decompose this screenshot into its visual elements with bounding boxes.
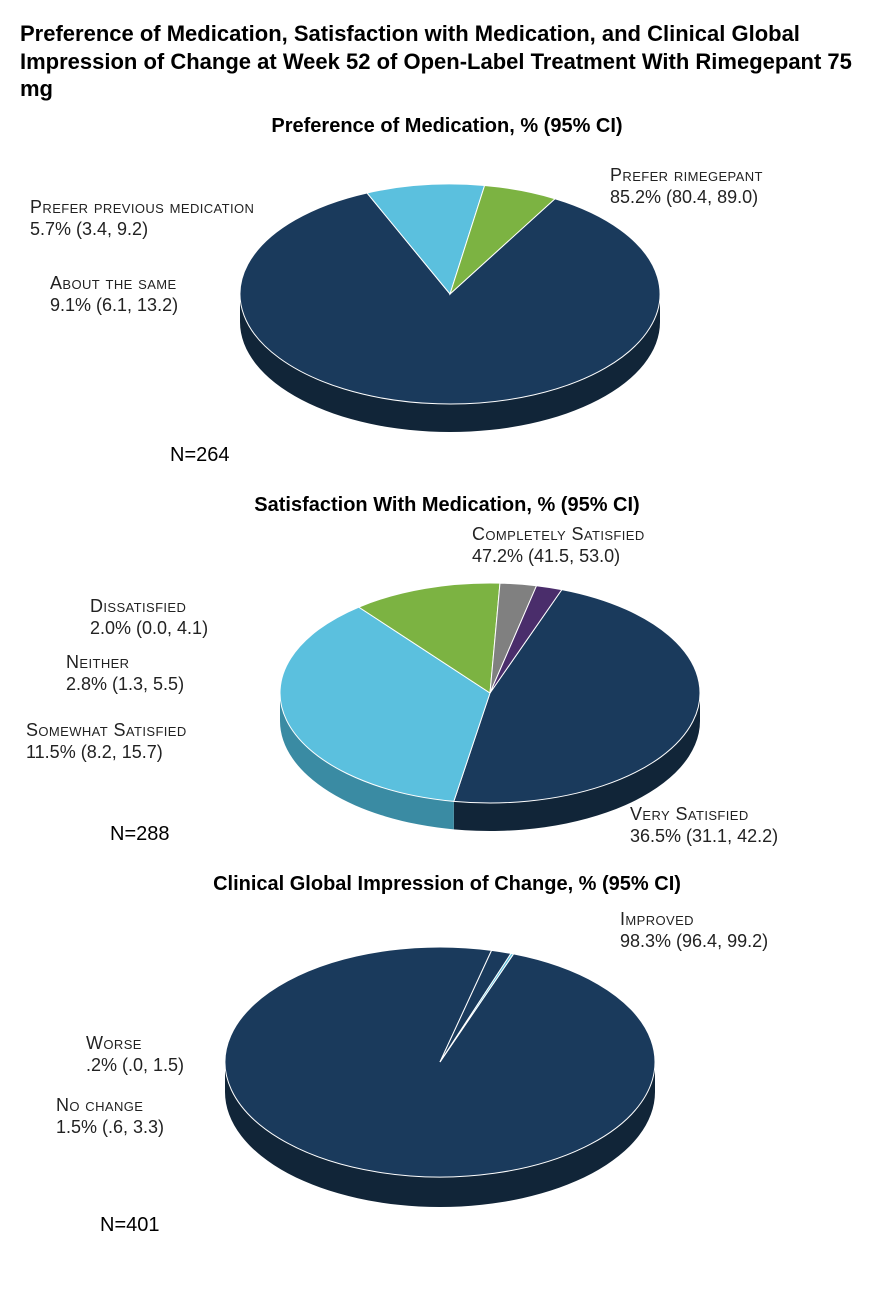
slice-label-value: 9.1% (6.1, 13.2): [50, 295, 178, 315]
slice-label: Somewhat Satisfied11.5% (8.2, 15.7): [26, 719, 187, 764]
chart-area: Improved98.3% (96.4, 99.2) Worse.2% (.0, …: [20, 902, 874, 1242]
slice-label-value: 85.2% (80.4, 89.0): [610, 187, 758, 207]
slice-label-caption: No change: [56, 1094, 164, 1117]
slice-label-caption: Prefer rimegepant: [610, 164, 763, 187]
slice-label-caption: Improved: [620, 908, 768, 931]
slice-label-caption: Neither: [66, 651, 184, 674]
chart-title: Satisfaction With Medication, % (95% CI): [20, 494, 874, 517]
slice-label-caption: Somewhat Satisfied: [26, 719, 187, 742]
slice-label-value: 36.5% (31.1, 42.2): [630, 826, 778, 846]
slice-label: Worse.2% (.0, 1.5): [86, 1032, 184, 1077]
n-label: N=401: [100, 1214, 160, 1237]
slice-label: Completely Satisfied47.2% (41.5, 53.0): [472, 523, 645, 568]
main-title: Preference of Medication, Satisfaction w…: [20, 20, 874, 103]
chart-area: Prefer rimegepant85.2% (80.4, 89.0)Prefe…: [20, 144, 874, 484]
n-label: N=288: [110, 823, 170, 846]
slice-label: Improved98.3% (96.4, 99.2): [620, 908, 768, 953]
slice-label-value: 47.2% (41.5, 53.0): [472, 546, 620, 566]
slice-label: About the same9.1% (6.1, 13.2): [50, 272, 178, 317]
n-label: N=264: [170, 444, 230, 467]
slice-label-value: .2% (.0, 1.5): [86, 1055, 184, 1075]
slice-label: Prefer rimegepant85.2% (80.4, 89.0): [610, 164, 763, 209]
slice-label: No change1.5% (.6, 3.3): [56, 1094, 164, 1139]
chart-block: Preference of Medication, % (95% CI) Pref…: [20, 115, 874, 484]
chart-block: Clinical Global Impression of Change, % …: [20, 873, 874, 1242]
chart-area: Completely Satisfied47.2% (41.5, 53.0) Di…: [20, 523, 874, 863]
slice-label-value: 11.5% (8.2, 15.7): [26, 742, 163, 762]
slice-label-caption: Prefer previous medication: [30, 196, 254, 219]
slice-label-value: 2.0% (0.0, 4.1): [90, 618, 208, 638]
chart-title: Preference of Medication, % (95% CI): [20, 115, 874, 138]
slice-label-value: 5.7% (3.4, 9.2): [30, 219, 148, 239]
slice-label-value: 98.3% (96.4, 99.2): [620, 931, 768, 951]
slice-label: Prefer previous medication5.7% (3.4, 9.2…: [30, 196, 254, 241]
slice-label: Dissatisfied2.0% (0.0, 4.1): [90, 595, 208, 640]
chart-title: Clinical Global Impression of Change, % …: [20, 873, 874, 896]
slice-label-caption: Completely Satisfied: [472, 523, 645, 546]
slice-label-caption: Very Satisfied: [630, 803, 778, 826]
slice-label-caption: About the same: [50, 272, 178, 295]
slice-label: Very Satisfied36.5% (31.1, 42.2): [630, 803, 778, 848]
slice-label: Neither2.8% (1.3, 5.5): [66, 651, 184, 696]
chart-block: Satisfaction With Medication, % (95% CI)…: [20, 494, 874, 863]
charts-container: Preference of Medication, % (95% CI) Pref…: [20, 115, 874, 1242]
slice-label-caption: Worse: [86, 1032, 184, 1055]
slice-label-value: 1.5% (.6, 3.3): [56, 1117, 164, 1137]
slice-label-value: 2.8% (1.3, 5.5): [66, 674, 184, 694]
slice-label-caption: Dissatisfied: [90, 595, 208, 618]
